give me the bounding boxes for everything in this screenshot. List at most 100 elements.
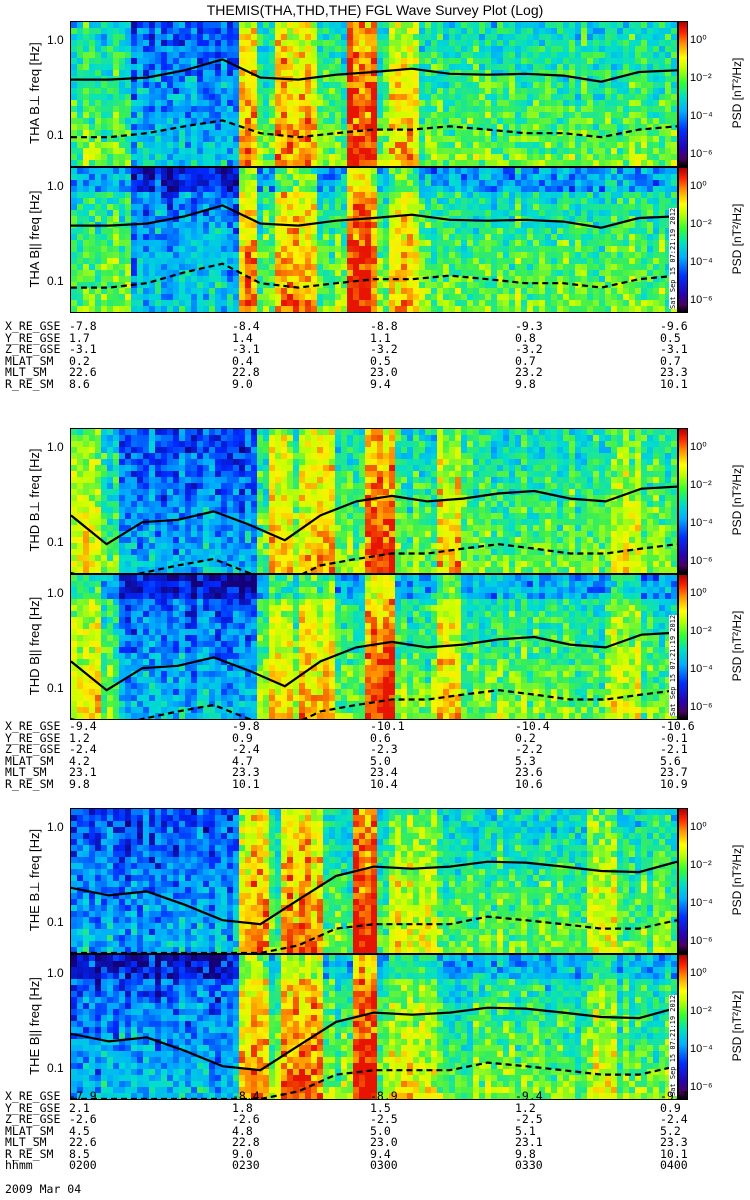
psd-cell [251,222,258,229]
psd-cell [611,270,618,277]
psd-cell [365,22,372,29]
psd-cell [263,46,270,53]
psd-cell [203,174,210,181]
psd-cell [437,228,444,235]
psd-cell [371,282,378,289]
psd-cell [545,288,552,295]
psd-cell [221,270,228,277]
psd-cell [413,192,420,199]
psd-cell [473,88,480,95]
psd-cell [575,22,582,29]
psd-cell [125,160,132,166]
psd-cell [191,154,198,161]
psd-cell [575,240,582,247]
psd-cell [467,142,474,149]
psd-cell [113,204,120,211]
psd-cell [245,118,252,125]
psd-cell [353,294,360,301]
psd-cell [167,58,174,65]
psd-cell [149,222,156,229]
psd-cell [647,118,654,125]
psd-cell [293,46,300,53]
psd-cell [173,192,180,199]
psd-cell [443,142,450,149]
psd-cell [485,28,492,35]
psd-cell [623,276,630,283]
psd-cell [311,306,318,312]
dashed-frequency-line [71,119,677,139]
psd-cell [125,148,132,155]
psd-cell [533,294,540,301]
psd-cell [221,94,228,101]
psd-cell [587,204,594,211]
psd-cell [527,228,534,235]
psd-cell [107,288,114,295]
psd-cell [185,222,192,229]
psd-cell [263,52,270,59]
psd-cell [167,258,174,265]
psd-cell [329,240,336,247]
psd-cell [107,22,114,29]
psd-cell [323,64,330,71]
psd-cell [581,94,588,101]
psd-cell [635,64,642,71]
psd-cell [77,160,84,166]
psd-cell [155,70,162,77]
psd-cell [665,252,672,259]
psd-cell [611,216,618,223]
psd-cell [83,112,90,119]
psd-cell [95,160,102,166]
psd-cell [413,70,420,77]
psd-cell [443,282,450,289]
psd-cell [257,204,264,211]
psd-cell [647,40,654,47]
psd-cell [563,118,570,125]
psd-cell [419,288,426,295]
psd-cell [89,465,96,472]
psd-cell [425,88,432,95]
psd-cell [425,100,432,107]
psd-cell [317,192,324,199]
psd-cell [335,246,342,253]
psd-cell [233,58,240,65]
psd-cell [71,94,78,101]
psd-cell [641,40,648,47]
psd-cell [635,94,642,101]
psd-cell [125,22,132,29]
psd-cell [425,180,432,187]
psd-cell [263,174,270,181]
spectrogram-heatmap [71,168,677,312]
psd-cell [617,282,624,289]
psd-cell [131,216,138,223]
psd-cell [83,174,90,181]
psd-cell [257,276,264,283]
psd-cell [275,142,282,149]
psd-cell [581,240,588,247]
psd-cell [317,198,324,205]
psd-cell [407,270,414,277]
psd-cell [407,276,414,283]
psd-cell [263,288,270,295]
psd-cell [323,306,330,312]
psd-cell [461,180,468,187]
psd-cell [215,106,222,113]
psd-cell [299,234,306,241]
psd-cell [605,34,612,41]
psd-cell [197,288,204,295]
psd-cell [137,88,144,95]
psd-cell [467,112,474,119]
psd-cell [641,82,648,89]
psd-cell [485,112,492,119]
psd-cell [533,276,540,283]
psd-cell [299,40,306,47]
psd-cell [107,258,114,265]
psd-cell [287,270,294,277]
psd-cell [167,52,174,59]
psd-cell [113,70,120,77]
psd-cell [413,186,420,193]
psd-cell [317,160,324,166]
psd-cell [623,186,630,193]
psd-cell [197,124,204,131]
psd-cell [209,258,216,265]
psd-cell [377,198,384,205]
